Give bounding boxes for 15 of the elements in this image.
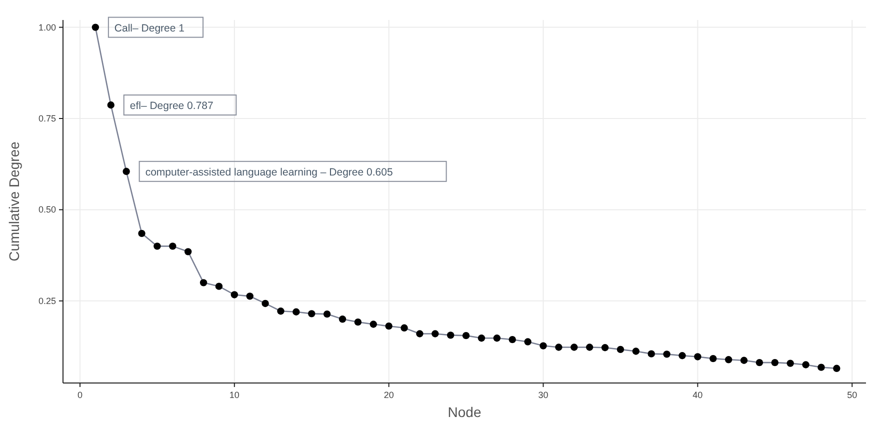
y-tick-label: 0.25: [38, 296, 56, 306]
annotation: computer-assisted language learning – Degree 0.605: [145, 166, 393, 178]
x-tick-label: 30: [538, 390, 548, 400]
y-tick-label: 0.75: [38, 114, 56, 124]
x-tick-label: 40: [692, 390, 703, 400]
y-tick-label: 0.50: [38, 204, 56, 215]
x-tick-label: 10: [229, 390, 240, 400]
x-tick-label: 50: [847, 390, 858, 400]
x-tick-label: 20: [384, 390, 394, 400]
y-axis-title: Cumulative Degree: [6, 141, 22, 262]
x-tick-label: 0: [77, 390, 82, 400]
y-tick-label: 1.00: [38, 22, 56, 32]
annotation: efl– Degree 0.787: [130, 100, 214, 112]
x-axis-title: Node: [448, 404, 482, 420]
annotation: Call– Degree 1: [114, 22, 185, 34]
